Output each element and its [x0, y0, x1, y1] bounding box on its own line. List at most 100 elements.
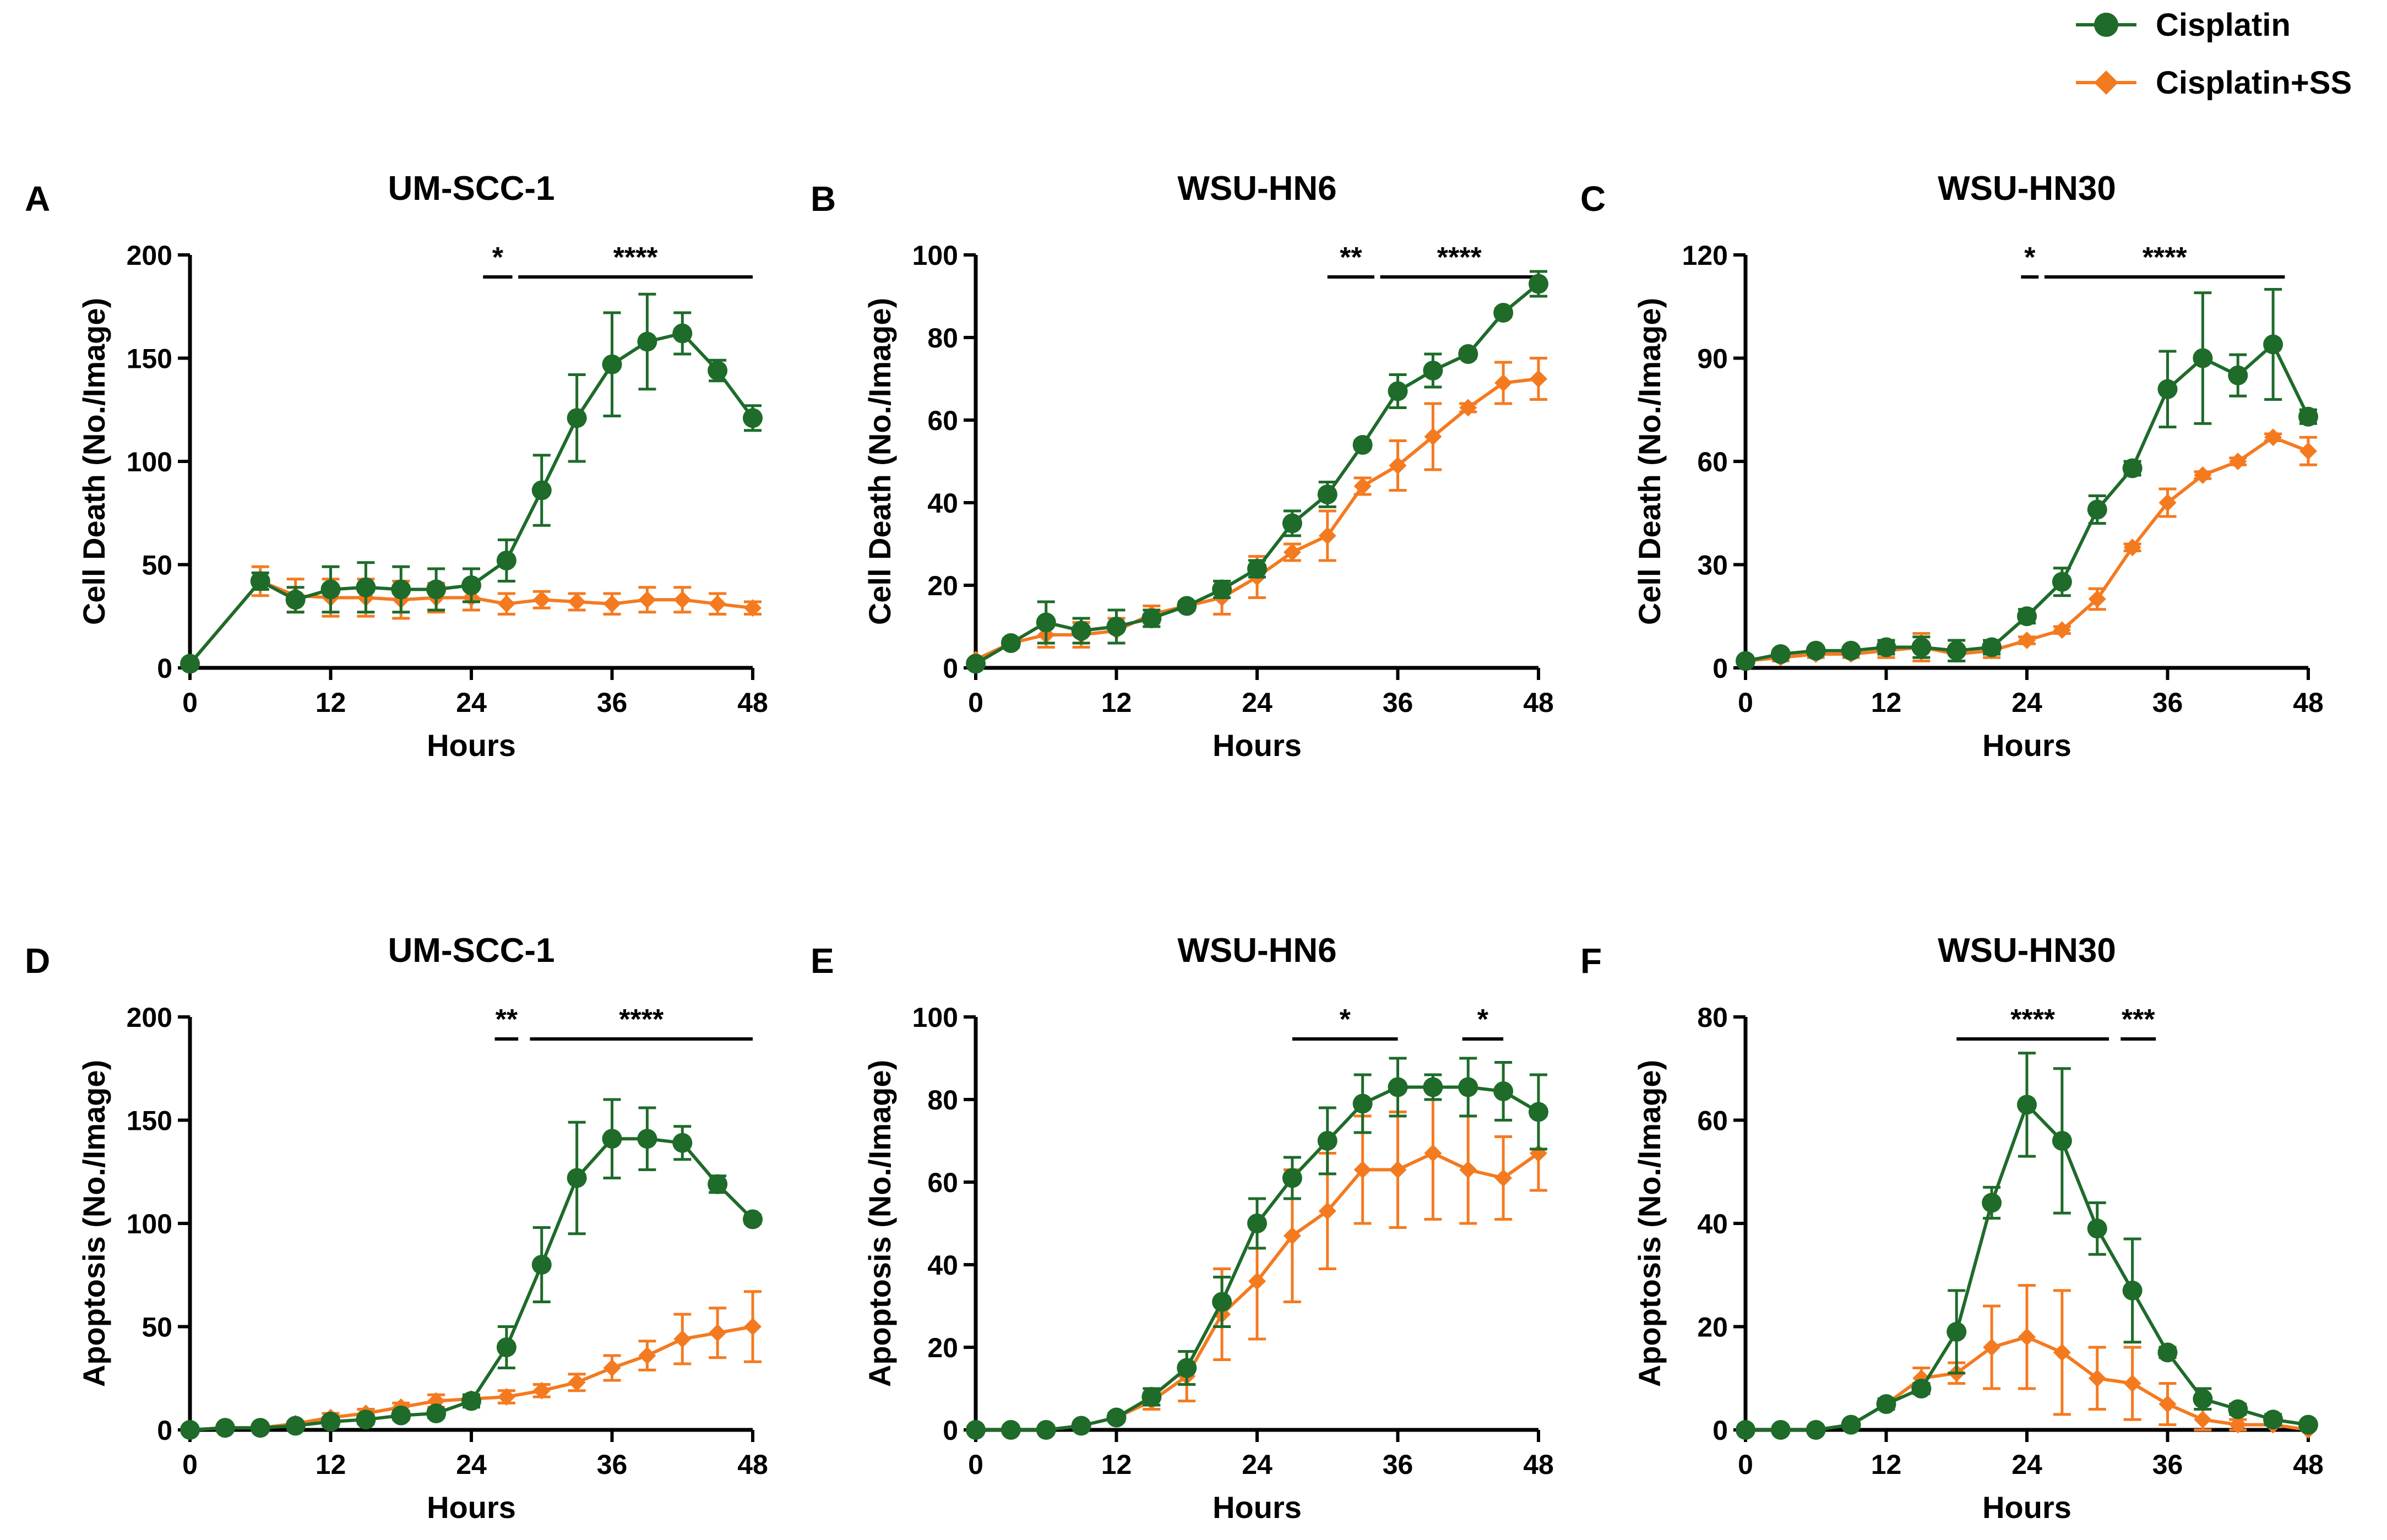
data-point	[461, 1391, 481, 1411]
data-point	[1001, 1420, 1021, 1440]
data-point	[497, 595, 515, 613]
x-tick-label: 48	[2293, 1449, 2324, 1480]
data-point	[2018, 1328, 2036, 1346]
y-tick-label: 100	[912, 1002, 958, 1033]
significance-label: *	[2024, 242, 2036, 274]
data-point	[356, 577, 376, 597]
data-point	[2263, 334, 2283, 355]
legend-label: Cisplatin+SS	[2156, 65, 2352, 101]
y-tick-label: 100	[127, 1209, 172, 1239]
data-point	[1946, 640, 1967, 661]
significance-label: *	[1340, 1004, 1351, 1036]
y-tick-label: 30	[1697, 550, 1728, 581]
data-point	[1806, 1420, 1826, 1440]
data-point	[1318, 527, 1336, 545]
data-point	[1876, 1394, 1896, 1414]
data-point	[567, 408, 587, 428]
significance-bar: ****	[1956, 1004, 2109, 1041]
y-axis-label: Apoptosis (No./Image)	[1632, 1060, 1667, 1387]
series-cisplatin-ss	[181, 1290, 762, 1439]
data-point	[1459, 1161, 1477, 1179]
significance-bar: **	[494, 1004, 519, 1041]
data-point	[744, 1318, 762, 1336]
data-point	[2088, 590, 2106, 608]
data-point	[672, 323, 693, 344]
y-tick-label: 40	[1697, 1209, 1728, 1239]
data-point	[285, 1416, 306, 1436]
significance-bar: ***	[2120, 1004, 2156, 1041]
data-point	[1529, 274, 1548, 294]
series-line	[189, 1137, 754, 1432]
x-tick-label: 36	[597, 687, 628, 718]
series-cisplatin	[966, 270, 1548, 674]
y-tick-label: 80	[1697, 1002, 1728, 1033]
data-point	[426, 1403, 447, 1423]
x-tick-label: 0	[182, 1449, 198, 1480]
panel-f: F WSU-HN30 0 12 24 36 48 0 20 40 60 80 Hours Apoptosi…	[1580, 932, 2324, 1525]
data-point	[1494, 1169, 1513, 1187]
x-tick-label: 36	[1383, 687, 1413, 718]
data-point	[2229, 453, 2247, 470]
data-point	[1036, 1420, 1056, 1440]
data-point	[1071, 621, 1091, 641]
series-cisplatin	[1736, 1052, 2318, 1440]
series-line	[188, 331, 754, 665]
x-tick-label: 12	[316, 1449, 346, 1480]
significance-label: ****	[613, 242, 659, 274]
x-tick-label: 12	[1871, 687, 1902, 718]
x-tick-label: 36	[597, 1449, 628, 1480]
x-tick-label: 48	[737, 1449, 768, 1480]
data-point	[2298, 406, 2318, 427]
data-point	[391, 1405, 411, 1425]
y-tick-label: 60	[1697, 447, 1728, 477]
series-cisplatin	[1736, 288, 2318, 671]
series-cisplatin-ss	[1737, 428, 2317, 670]
y-tick-label: 200	[127, 1002, 172, 1033]
significance-bar: **	[1327, 242, 1374, 279]
data-point	[1388, 381, 1408, 401]
data-point	[1353, 477, 1372, 495]
data-point	[320, 579, 341, 600]
y-axis-label: Cell Death (No./Image)	[862, 298, 897, 625]
data-point	[2157, 379, 2178, 399]
x-tick-label: 12	[1871, 1449, 1902, 1480]
x-tick-label: 12	[1101, 1449, 1132, 1480]
panel-letter: D	[25, 941, 50, 981]
y-tick-label: 0	[943, 653, 958, 684]
data-point	[180, 1420, 200, 1440]
data-point	[1001, 633, 1021, 653]
x-tick-label: 0	[968, 1449, 983, 1480]
panel-title: UM-SCC-1	[388, 170, 554, 208]
data-point	[2088, 1369, 2106, 1387]
significance-bar: ****	[530, 1004, 753, 1041]
data-point	[531, 1255, 552, 1275]
y-tick-label: 0	[1712, 1415, 1728, 1446]
x-tick-label: 48	[1523, 687, 1554, 718]
x-tick-label: 24	[1242, 1449, 1273, 1480]
data-point	[2123, 538, 2141, 557]
data-point	[1247, 1214, 1267, 1233]
significance-bar: *	[1292, 1004, 1398, 1041]
panels: A UM-SCC-10 12 24 36 48050100150200HoursCell …	[25, 170, 2324, 1525]
x-tick-label: 24	[2011, 1449, 2042, 1480]
data-point	[1876, 637, 1896, 657]
data-point	[1736, 651, 1755, 671]
data-point	[603, 1359, 621, 1377]
data-point	[497, 1388, 515, 1406]
data-point	[637, 1129, 657, 1149]
y-tick-label: 80	[927, 1085, 958, 1115]
panel-b: B WSU-HN6 0 12 24 36 48 0 20 40 60 80 100 Hours Cell D…	[811, 170, 1554, 763]
x-axis-label: Hours	[1982, 728, 2071, 763]
data-point	[215, 1418, 235, 1438]
data-point	[2017, 606, 2037, 627]
data-point	[1177, 596, 1197, 616]
y-tick-label: 60	[1697, 1106, 1728, 1136]
x-tick-label: 24	[456, 1449, 487, 1480]
data-point	[2193, 1389, 2213, 1409]
significance-label: ****	[2143, 242, 2188, 274]
data-point	[1458, 1077, 1478, 1097]
y-axis-label: Apoptosis (No./Image)	[77, 1060, 111, 1387]
y-axis-label: Cell Death (No./Image)	[77, 298, 111, 625]
x-axis-label: Hours	[1212, 728, 1302, 763]
data-point	[1282, 513, 1302, 534]
